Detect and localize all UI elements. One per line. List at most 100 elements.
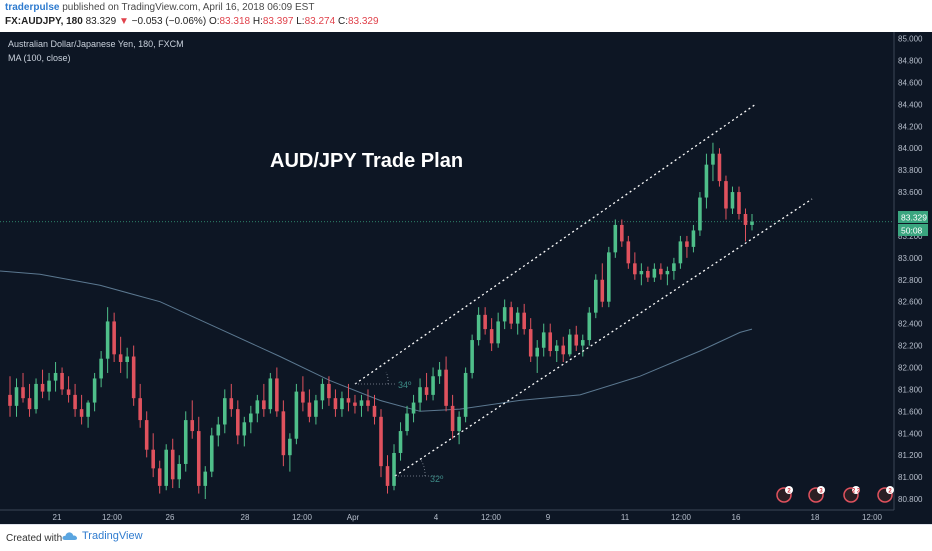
candle-down [190,420,195,432]
candle-up [567,334,572,355]
candle-down [450,405,455,432]
y-tick-label: 82.400 [898,320,923,329]
candle-up [418,387,422,403]
candle-up [405,413,409,432]
x-tick-label: 21 [53,513,62,522]
candle-up [639,271,644,275]
candle-up [691,230,696,247]
candle-down [724,181,728,209]
candle-down [281,411,286,456]
candle-up [437,369,442,377]
candle-up [164,449,169,486]
candle-up [242,422,247,436]
candle-up [587,312,592,341]
chart-background [0,32,932,524]
chart-area[interactable]: 85.000 84.800 84.600 84.400 84.200 84.000 83.8… [0,32,932,524]
event-badge-dot [852,486,860,494]
trend-channel [354,103,813,477]
candle-down [646,271,650,278]
candle-down [372,405,377,417]
candle-up [665,271,670,275]
candle-up [593,279,598,313]
candle-up [398,431,403,453]
candle-up [249,413,253,423]
candle-up [255,400,260,414]
candle-up [704,164,709,198]
candle-up [216,424,221,436]
angle-label-upper: 34º [398,380,412,390]
y-tick-label: 81.800 [898,385,923,394]
candle-down [444,369,448,406]
event-badge-count: 2 3 [852,489,861,495]
candle-up [47,380,51,392]
candle-down [144,420,149,450]
candle-up [125,356,129,362]
channel-upper-line [354,103,757,385]
event-badge-dot [886,486,894,494]
candle-down [301,391,305,403]
candle-down [307,402,312,417]
candle-down [528,329,533,357]
candle-down [112,321,116,355]
candle-down [743,213,748,225]
candle-up [515,312,520,324]
price-chart[interactable]: 85.000 84.800 84.600 84.400 84.200 84.000 83.8… [0,32,932,524]
ohlc-close: C:83.329 [337,16,379,27]
candle-down [327,383,331,399]
current-price-tag: 83.329 [898,211,928,223]
price-axis[interactable]: 85.000 84.800 84.600 84.400 84.200 84.000 83.8… [893,32,932,524]
event-badges: 2 3 2 3 2 [776,486,894,503]
candles-group [8,142,754,500]
candle-down [717,153,722,182]
ohlc-low: L:83.274 [296,16,336,27]
candle-down [574,334,579,346]
y-tick-label: 81.000 [898,473,923,482]
down-arrow-icon: ▼ [118,16,129,27]
candle-down [633,263,637,275]
candle-up [672,263,676,271]
candle-up [607,252,611,302]
candle-up [496,321,500,344]
candle-up [92,378,97,403]
candle-up [86,402,90,417]
event-badge: 2 [877,486,894,503]
candle-up [554,345,559,352]
angle-label-lower: 32º [430,474,444,484]
candle-up [470,340,474,373]
candle-down [737,192,741,214]
candle-up [99,358,103,379]
publish-header: traderpulse published on TradingView.com… [0,0,932,32]
y-tick-label: 84.400 [898,100,923,109]
candle-down [489,329,494,344]
y-tick-label: 84.600 [898,78,923,87]
event-badge: 3 [808,486,825,503]
candle-down [685,241,689,247]
candle-down [229,398,234,410]
x-tick-label: Apr [347,513,360,522]
candle-down [40,383,45,392]
candle-up [502,307,507,322]
cloud-icon [62,532,78,540]
tradingview-logo[interactable]: TradingView [62,530,143,542]
x-tick-label: 12:00 [481,513,502,522]
y-tick-label: 82.000 [898,363,923,372]
candle-down [275,378,279,412]
candle-down [60,372,64,390]
x-tick-label: 28 [241,513,250,522]
y-tick-label: 82.200 [898,342,923,351]
chart-legend-title: Australian Dollar/Japanese Yen, 180, FXC… [8,39,184,49]
candle-up [288,438,292,456]
x-tick-label: 16 [732,513,741,522]
candle-down [366,400,370,406]
author-link[interactable]: traderpulse [5,2,60,13]
x-tick-label: 4 [434,513,439,522]
candle-up [750,221,754,225]
time-axis[interactable]: 21 12:00 26 28 12:00 Apr 4 12:00 9 11 12:00 16 18 12:… [0,509,894,522]
candle-down [262,400,266,410]
y-tick-label: 82.600 [898,298,923,307]
candle-down [66,389,71,395]
ma-100-line [0,270,753,412]
candle-up [340,398,344,410]
x-tick-label: 12:00 [862,513,883,522]
event-badge-count: 2 [787,489,791,495]
